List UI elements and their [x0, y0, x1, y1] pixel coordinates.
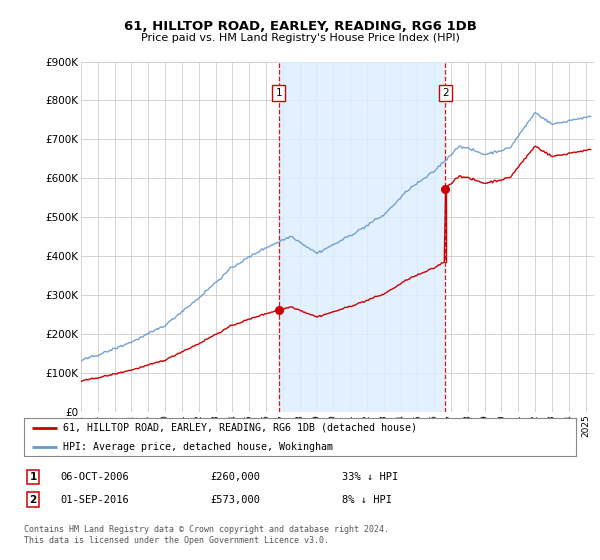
- Bar: [278, 62, 445, 412]
- Text: £573,000: £573,000: [210, 494, 260, 505]
- Text: 1: 1: [275, 88, 282, 97]
- Text: Price paid vs. HM Land Registry's House Price Index (HPI): Price paid vs. HM Land Registry's House …: [140, 33, 460, 43]
- Text: 61, HILLTOP ROAD, EARLEY, READING, RG6 1DB (detached house): 61, HILLTOP ROAD, EARLEY, READING, RG6 1…: [62, 423, 416, 433]
- Text: 61, HILLTOP ROAD, EARLEY, READING, RG6 1DB: 61, HILLTOP ROAD, EARLEY, READING, RG6 1…: [124, 20, 476, 34]
- Text: 1: 1: [29, 472, 37, 482]
- Text: 2: 2: [29, 494, 37, 505]
- Text: 8% ↓ HPI: 8% ↓ HPI: [342, 494, 392, 505]
- Text: 06-OCT-2006: 06-OCT-2006: [60, 472, 129, 482]
- Text: £260,000: £260,000: [210, 472, 260, 482]
- Text: 2: 2: [442, 88, 449, 97]
- Text: HPI: Average price, detached house, Wokingham: HPI: Average price, detached house, Woki…: [62, 442, 332, 452]
- Text: 01-SEP-2016: 01-SEP-2016: [60, 494, 129, 505]
- Text: Contains HM Land Registry data © Crown copyright and database right 2024.
This d: Contains HM Land Registry data © Crown c…: [24, 525, 389, 545]
- Text: 33% ↓ HPI: 33% ↓ HPI: [342, 472, 398, 482]
